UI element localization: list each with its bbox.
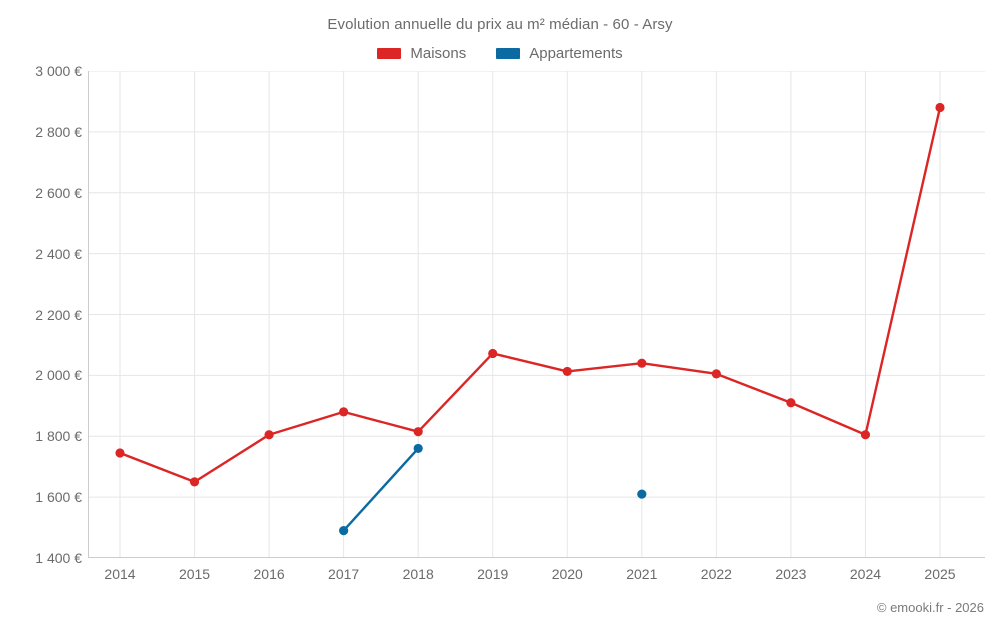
y-axis-labels: 1 400 € 1 600 € 1 800 € 2 000 € 2 200 € 2 400…	[0, 0, 82, 625]
y-axis-tick-label: 1 600 €	[35, 489, 82, 506]
series-lines	[118, 106, 942, 532]
data-point[interactable]	[413, 443, 423, 454]
legend-swatch-maisons	[377, 48, 402, 59]
series-line	[118, 106, 942, 484]
x-axis-tick-label: 2023	[775, 566, 807, 582]
x-axis-tick-label: 2021	[626, 566, 658, 582]
y-axis-tick-label: 2 400 €	[35, 245, 82, 262]
data-point[interactable]	[339, 407, 349, 417]
legend-label-maisons: Maisons	[410, 45, 467, 62]
x-axis-tick-label: 2019	[477, 566, 509, 582]
data-point[interactable]	[264, 430, 274, 440]
legend-swatch-appartements	[496, 48, 521, 59]
x-axis-tick-label: 2024	[849, 566, 882, 582]
y-axis-tick-label: 3 000 €	[35, 63, 82, 79]
axis-lines	[88, 71, 985, 558]
plot-svg	[88, 71, 985, 558]
data-point[interactable]	[562, 366, 572, 377]
legend-label-appartements: Appartements	[529, 45, 623, 62]
data-point[interactable]	[115, 448, 125, 458]
x-axis-tick-label: 2015	[178, 566, 211, 582]
data-point[interactable]	[860, 430, 871, 440]
data-point[interactable]	[935, 102, 945, 113]
series-line	[342, 447, 420, 532]
x-axis-tick-label: 2017	[328, 566, 360, 582]
footer-credit: © emooki.fr - 2026	[876, 600, 984, 615]
x-axis-tick-label: 2022	[700, 566, 732, 582]
x-axis-tick-label: 2018	[402, 566, 434, 582]
chart-legend: Maisons Appartements	[0, 45, 1000, 62]
x-axis-tick-label: 2020	[551, 566, 583, 582]
data-point[interactable]	[413, 427, 423, 437]
data-point[interactable]	[711, 369, 721, 379]
x-axis-tick-label: 2014	[104, 566, 136, 582]
y-axis-tick-label: 2 600 €	[35, 184, 82, 201]
chart-title: Evolution annuelle du prix au m² médian …	[327, 16, 673, 33]
y-axis-tick-label: 1 800 €	[35, 428, 82, 445]
grid-lines	[88, 71, 985, 558]
x-axis-tick-label: 2025	[924, 566, 956, 582]
series-points	[115, 102, 945, 536]
y-axis-tick-label: 2 800 €	[35, 123, 82, 140]
y-axis-tick-label: 1 400 €	[35, 550, 82, 566]
data-point[interactable]	[786, 398, 796, 408]
plot-area	[88, 71, 985, 558]
data-point[interactable]	[637, 358, 647, 368]
legend-item-maisons[interactable]: Maisons	[377, 45, 466, 62]
data-point[interactable]	[488, 348, 498, 359]
legend-item-appartements[interactable]: Appartements	[496, 45, 623, 62]
y-axis-tick-label: 2 000 €	[35, 367, 82, 384]
y-axis-tick-label: 2 200 €	[35, 306, 82, 323]
data-point[interactable]	[189, 477, 200, 487]
data-point[interactable]	[637, 489, 647, 499]
data-point[interactable]	[339, 526, 349, 536]
x-axis-tick-label: 2016	[253, 566, 285, 582]
